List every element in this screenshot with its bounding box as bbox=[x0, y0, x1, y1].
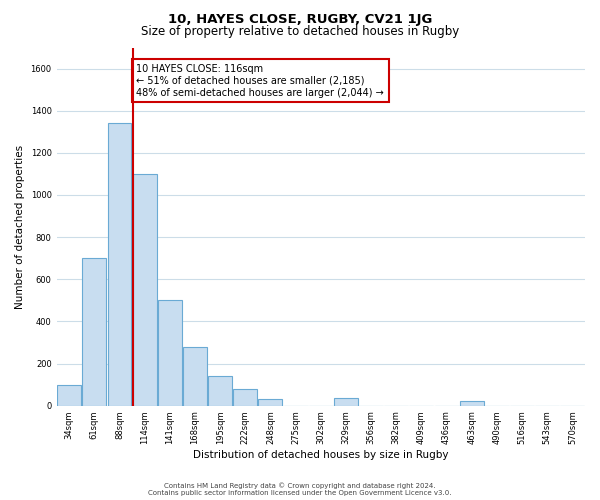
Text: Contains HM Land Registry data © Crown copyright and database right 2024.: Contains HM Land Registry data © Crown c… bbox=[164, 482, 436, 489]
Bar bbox=[158, 300, 182, 406]
Bar bbox=[57, 384, 81, 406]
Text: 10 HAYES CLOSE: 116sqm
← 51% of detached houses are smaller (2,185)
48% of semi-: 10 HAYES CLOSE: 116sqm ← 51% of detached… bbox=[136, 64, 384, 98]
Bar bbox=[183, 346, 207, 406]
Bar bbox=[82, 258, 106, 406]
Bar bbox=[460, 402, 484, 406]
Text: Contains public sector information licensed under the Open Government Licence v3: Contains public sector information licen… bbox=[148, 490, 452, 496]
Bar bbox=[334, 398, 358, 406]
Bar bbox=[259, 400, 283, 406]
Text: 10, HAYES CLOSE, RUGBY, CV21 1JG: 10, HAYES CLOSE, RUGBY, CV21 1JG bbox=[168, 12, 432, 26]
Bar bbox=[233, 389, 257, 406]
Text: Size of property relative to detached houses in Rugby: Size of property relative to detached ho… bbox=[141, 25, 459, 38]
Bar bbox=[208, 376, 232, 406]
Bar bbox=[107, 124, 131, 406]
X-axis label: Distribution of detached houses by size in Rugby: Distribution of detached houses by size … bbox=[193, 450, 449, 460]
Bar bbox=[133, 174, 157, 406]
Y-axis label: Number of detached properties: Number of detached properties bbox=[15, 144, 25, 308]
